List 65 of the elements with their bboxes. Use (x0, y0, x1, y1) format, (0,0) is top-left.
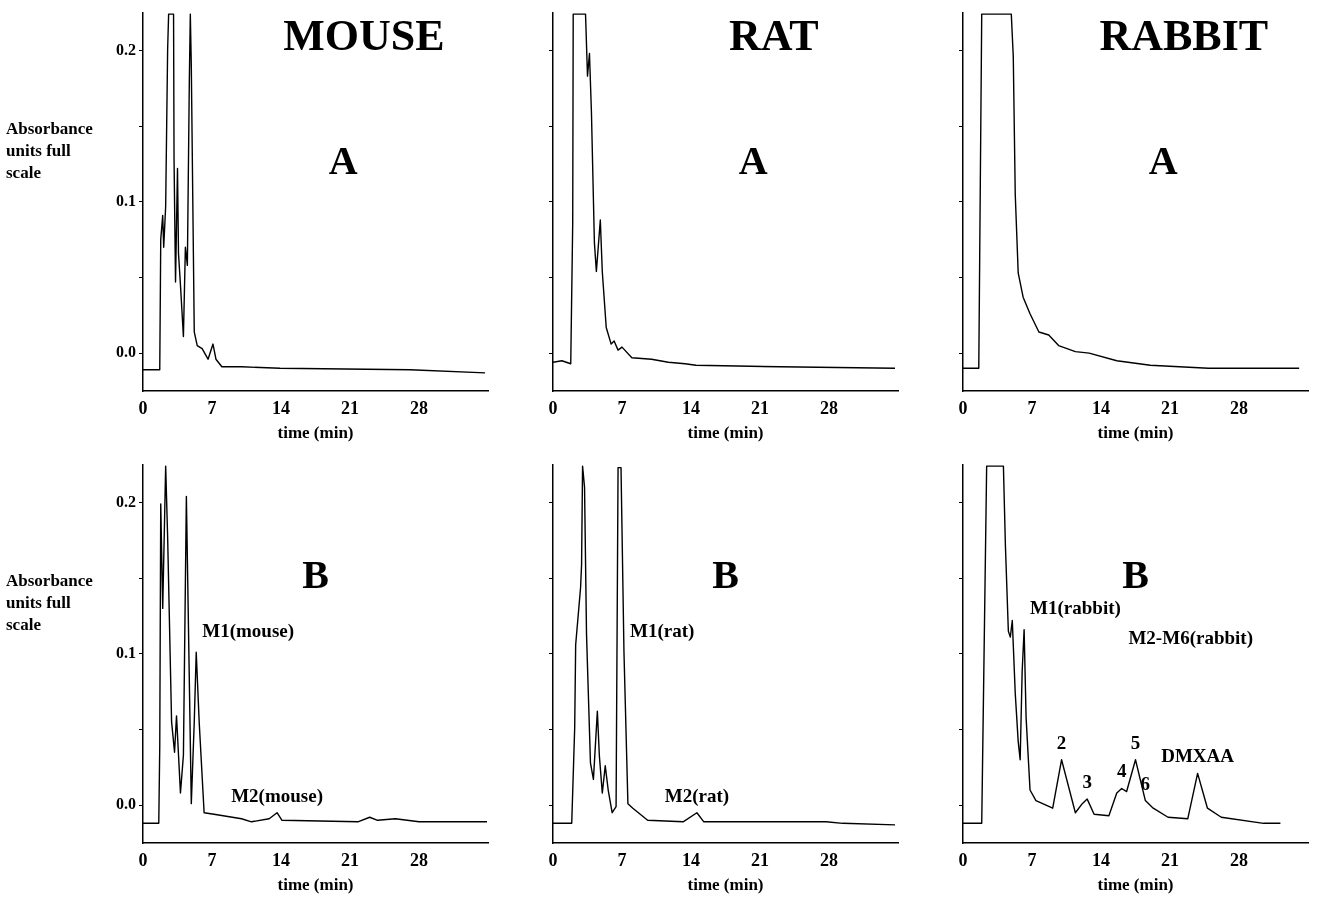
annotation: B (302, 552, 329, 598)
x-tick-label: 21 (751, 398, 769, 419)
y-tick-label: 0.2 (116, 492, 136, 510)
annotation: A (738, 138, 768, 184)
x-tick-label: 21 (1161, 850, 1179, 871)
x-tick-label: 28 (410, 850, 428, 871)
annotation: B (1122, 552, 1149, 598)
x-tick-label: 28 (1230, 850, 1248, 871)
x-tick-label: 0 (548, 850, 558, 871)
x-axis-title: time (min) (687, 423, 764, 443)
x-tick-label: 28 (1230, 398, 1248, 419)
y-axis-title: Absorbance units full scale (6, 118, 94, 185)
annotation: DMXAA (1161, 745, 1235, 767)
chart-title: MOUSE (283, 10, 445, 60)
x-tick-label: 7 (617, 398, 627, 419)
x-tick-label: 14 (682, 398, 700, 419)
x-tick-label: 7 (617, 850, 627, 871)
annotation: M2-M6(rabbit) (1128, 626, 1253, 649)
x-tick-label: 7 (1027, 850, 1037, 871)
x-tick-label: 0 (138, 398, 148, 419)
annotation: M1(rabbit) (1030, 597, 1121, 620)
annotation: 5 (1130, 731, 1141, 753)
annotation: M1(mouse) (202, 620, 295, 643)
x-tick-label: 14 (272, 398, 290, 419)
annotation: 2 (1056, 731, 1067, 753)
x-axis-title: time (min) (687, 875, 764, 895)
annotation: 4 (1116, 760, 1127, 782)
x-tick-label: 7 (1027, 398, 1037, 419)
x-tick-label: 21 (1161, 398, 1179, 419)
x-tick-label: 0 (138, 850, 148, 871)
x-tick-label: 14 (1092, 850, 1110, 871)
annotation: B (712, 552, 739, 598)
y-tick-label: 0.2 (116, 40, 136, 58)
annotation: 6 (1140, 772, 1151, 794)
x-tick-label: 21 (751, 850, 769, 871)
annotation: M1(rat) (629, 620, 695, 643)
annotation: A (328, 138, 358, 184)
x-axis-title: time (min) (277, 423, 354, 443)
x-tick-label: 14 (1092, 398, 1110, 419)
x-axis-title: time (min) (277, 875, 354, 895)
x-axis-title: time (min) (1097, 875, 1174, 895)
annotation: 3 (1082, 771, 1092, 793)
annotation: A (1148, 138, 1178, 184)
x-tick-label: 14 (682, 850, 700, 871)
x-tick-label: 28 (410, 398, 428, 419)
x-axis-title: time (min) (1097, 423, 1174, 443)
annotation: M2(mouse) (231, 784, 323, 807)
y-axis-title: Absorbance units full scale (6, 570, 94, 637)
x-tick-label: 0 (958, 850, 968, 871)
x-tick-label: 28 (820, 398, 838, 419)
y-tick-label: 0.0 (116, 795, 136, 813)
x-tick-label: 21 (341, 850, 359, 871)
y-tick-label: 0.0 (116, 343, 136, 361)
y-tick-label: 0.1 (116, 643, 136, 661)
x-tick-label: 0 (548, 398, 558, 419)
x-tick-label: 0 (958, 398, 968, 419)
chart-title: RABBIT (1099, 10, 1269, 60)
x-tick-label: 7 (207, 850, 217, 871)
x-tick-label: 7 (207, 398, 217, 419)
x-tick-label: 28 (820, 850, 838, 871)
y-tick-label: 0.1 (116, 191, 136, 209)
x-tick-label: 21 (341, 398, 359, 419)
annotation: M2(rat) (664, 784, 730, 807)
x-tick-label: 14 (272, 850, 290, 871)
chart-title: RAT (728, 10, 819, 60)
